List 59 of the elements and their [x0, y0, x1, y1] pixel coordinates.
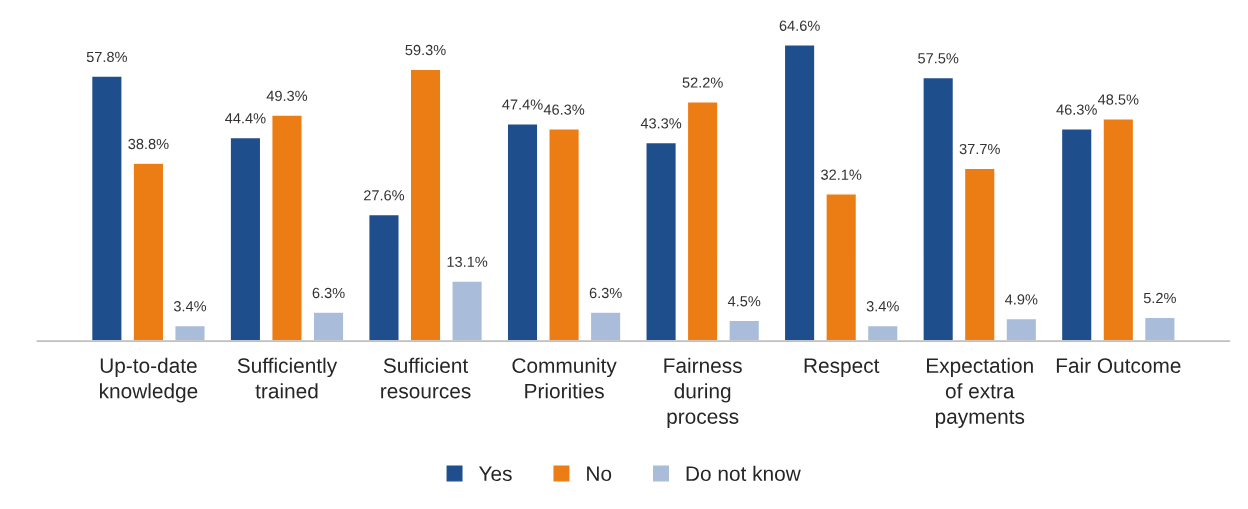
data-label: 6.3% — [312, 287, 345, 299]
x-tick-label: Fair Outcome — [1056, 357, 1181, 373]
x-tick-label: Respect — [804, 358, 880, 378]
bar — [548, 128, 581, 342]
data-label: 37.7% — [959, 143, 1000, 155]
bar — [1143, 316, 1176, 342]
data-label: 59.3% — [405, 44, 446, 56]
bar — [174, 324, 206, 342]
x-tick-label: Sufficient resources — [381, 357, 471, 399]
bar — [866, 324, 899, 342]
bar — [783, 44, 816, 342]
x-tick-label: Fairness during process — [664, 357, 742, 429]
data-label: 47.4% — [502, 99, 543, 110]
data-label: 48.5% — [1097, 94, 1139, 105]
data-label: 64.6% — [779, 20, 820, 31]
bar — [1060, 128, 1093, 342]
x-tick-label: Community Priorities — [512, 357, 617, 399]
data-label: 49.3% — [266, 90, 308, 102]
data-label: 43.3% — [640, 118, 682, 129]
data-label: 57.8% — [86, 51, 128, 63]
bar — [728, 319, 761, 342]
bar — [825, 193, 858, 342]
bar — [312, 311, 345, 342]
bar — [1102, 117, 1135, 342]
bar — [271, 114, 303, 342]
data-label: 4.9% — [1005, 294, 1038, 305]
data-label: 57.5% — [918, 53, 959, 64]
legend-label: Yes — [478, 466, 512, 482]
bar — [409, 68, 442, 342]
bar — [229, 136, 262, 342]
data-label: 3.4% — [866, 301, 899, 312]
bar — [645, 141, 678, 342]
legend-label: Do not know — [686, 465, 801, 482]
bar — [451, 280, 484, 342]
bar — [132, 162, 165, 342]
bar — [1005, 317, 1038, 342]
legend-label: No — [587, 466, 612, 482]
data-label: 46.3% — [1056, 104, 1097, 115]
data-label: 13.1% — [447, 256, 488, 267]
data-label: 27.6% — [364, 190, 405, 201]
data-label: 44.4% — [225, 113, 266, 124]
bar — [589, 311, 622, 342]
data-label: 46.3% — [543, 104, 585, 115]
bar — [368, 213, 400, 342]
bar — [506, 123, 539, 342]
bar — [922, 76, 955, 342]
bar — [686, 101, 719, 342]
data-label: 4.5% — [727, 296, 761, 307]
data-label: 5.2% — [1143, 292, 1176, 304]
data-label: 3.4% — [173, 301, 207, 312]
data-label: 6.3% — [589, 287, 622, 299]
x-tick-label: Sufficiently trained — [237, 357, 338, 399]
x-tick-label: Up-to-date knowledge — [100, 357, 198, 403]
x-tick-label: Expectation of extra payments — [927, 357, 1033, 429]
data-label: 52.2% — [682, 77, 723, 88]
data-label: 38.8% — [128, 138, 169, 150]
bar — [90, 75, 123, 342]
bar — [963, 167, 996, 342]
data-label: 32.1% — [821, 169, 862, 180]
